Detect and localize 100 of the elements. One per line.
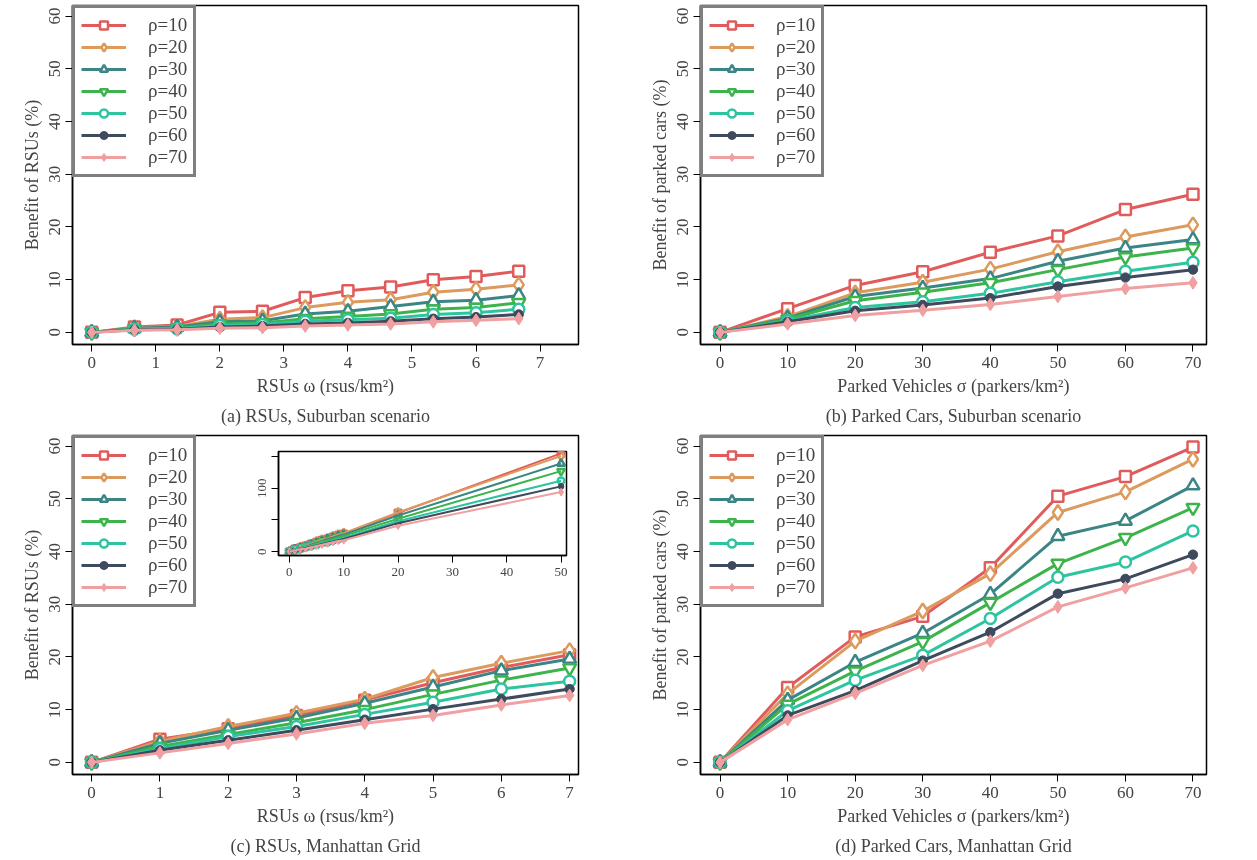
y-tick-label: 30	[673, 595, 693, 613]
x-tick-label: 30	[445, 563, 459, 579]
y-tick-label: 20	[45, 648, 65, 666]
y-tick-label: 50	[45, 60, 65, 78]
x-tick-label: 40	[981, 352, 999, 372]
legend-label: ρ=50	[148, 102, 188, 124]
x-tick-label: 1	[155, 782, 165, 802]
y-tick-label: 50	[45, 490, 65, 508]
x-tick-label: 0	[87, 352, 96, 372]
legend-label: ρ=20	[776, 466, 816, 488]
legend-label: ρ=50	[776, 102, 816, 124]
y-tick-label: 20	[673, 218, 693, 236]
legend-label: ρ=50	[148, 532, 188, 554]
text: (d) Parked Cars, Manhattan Grid	[835, 835, 1072, 857]
legend-label: ρ=60	[148, 554, 188, 576]
y-tick-label: 40	[673, 542, 693, 560]
y-tick-label: 60	[45, 437, 65, 455]
y-axis-title: Benefit of parked cars (%)	[649, 79, 671, 271]
x-tick-label: 60	[1116, 352, 1134, 372]
legend-label: ρ=20	[148, 36, 188, 58]
legend-label: ρ=50	[776, 532, 816, 554]
y-tick-label: 50	[673, 60, 693, 78]
x-tick-label: 0	[286, 563, 293, 579]
legend-label: ρ=70	[148, 146, 188, 168]
x-tick-label: 2	[215, 352, 225, 372]
x-tick-label: 7	[565, 782, 575, 802]
x-tick-label: 10	[779, 782, 797, 802]
x-tick-label: 5	[428, 782, 438, 802]
legend-label: ρ=70	[776, 146, 816, 168]
legend-label: ρ=40	[776, 510, 816, 532]
legend-label: ρ=60	[148, 124, 188, 146]
x-tick-label: 50	[554, 563, 568, 579]
y-tick-label: 0	[673, 328, 693, 337]
x-tick-label: 50	[1049, 782, 1067, 802]
x-tick-label: 2	[223, 782, 233, 802]
legend-label: ρ=40	[776, 80, 816, 102]
x-tick-label: 4	[343, 352, 353, 372]
x-tick-label: 6	[471, 352, 481, 372]
x-tick-label: 5	[407, 352, 417, 372]
y-tick-label: 30	[45, 165, 65, 183]
y-tick-label: 10	[673, 701, 693, 719]
x-tick-label: 50	[1049, 352, 1067, 372]
x-tick-label: 30	[914, 352, 932, 372]
x-tick-label: 30	[914, 782, 932, 802]
x-tick-label: 0	[715, 352, 725, 372]
y-axis-title: Benefit of RSUs (%)	[21, 529, 43, 681]
x-tick-label: 7	[535, 352, 545, 372]
text: (c) RSUs, Manhattan Grid	[230, 835, 421, 857]
y-tick-label: 20	[673, 648, 693, 666]
x-axis-title: Parked Vehicles σ (parkers/km²)	[837, 805, 1070, 827]
y-tick-label: 40	[673, 112, 693, 130]
x-axis-title: RSUs ω (rsus/km²)	[256, 375, 395, 397]
y-tick-label: 0	[45, 758, 65, 767]
y-tick-label: 10	[45, 271, 65, 289]
y-tick-label: 40	[45, 542, 65, 560]
x-tick-label: 3	[279, 352, 289, 372]
text: (a) RSUs, Suburban scenario	[221, 405, 430, 427]
x-tick-label: 70	[1184, 352, 1202, 372]
legend-label: ρ=40	[148, 80, 188, 102]
y-tick-label: 60	[45, 7, 65, 25]
x-tick-label: 40	[500, 563, 514, 579]
x-tick-label: 1	[151, 352, 161, 372]
y-tick-label: 0	[673, 758, 693, 767]
x-axis-title: Parked Vehicles σ (parkers/km²)	[837, 375, 1070, 397]
y-tick-label: 20	[45, 218, 65, 236]
legend-label: ρ=30	[148, 58, 188, 80]
y-tick-label: 30	[45, 595, 65, 613]
legend-label: ρ=10	[148, 444, 188, 466]
legend-label: ρ=30	[148, 488, 188, 510]
legend-label: ρ=20	[148, 466, 188, 488]
x-tick-label: 10	[779, 352, 797, 372]
legend-label: ρ=30	[776, 488, 816, 510]
x-tick-label: 20	[846, 782, 864, 802]
x-tick-label: 0	[87, 782, 96, 802]
x-tick-label: 70	[1184, 782, 1202, 802]
y-tick-label: 100	[254, 478, 270, 499]
legend-label: ρ=10	[148, 14, 188, 36]
x-tick-label: 4	[360, 782, 370, 802]
x-tick-label: 3	[292, 782, 301, 802]
legend-label: ρ=70	[776, 576, 816, 598]
legend-label: ρ=60	[776, 124, 816, 146]
x-axis-title: RSUs ω (rsus/km²)	[256, 805, 395, 827]
x-tick-label: 6	[497, 782, 506, 802]
y-tick-label: 40	[45, 112, 65, 130]
legend-label: ρ=20	[776, 36, 816, 58]
y-tick-label: 60	[673, 7, 693, 25]
legend-label: ρ=10	[776, 14, 816, 36]
y-tick-label: 10	[673, 271, 693, 289]
legend-label: ρ=30	[776, 58, 816, 80]
x-tick-label: 20	[391, 563, 405, 579]
x-tick-label: 60	[1116, 782, 1134, 802]
y-axis-title: Benefit of RSUs (%)	[21, 99, 43, 251]
legend-label: ρ=10	[776, 444, 816, 466]
y-axis-title: Benefit of parked cars (%)	[649, 509, 671, 701]
y-tick-label: 30	[673, 165, 693, 183]
y-tick-label: 0	[45, 328, 65, 337]
y-tick-label: 10	[45, 701, 65, 719]
x-tick-label: 10	[337, 563, 351, 579]
legend-label: ρ=60	[776, 554, 816, 576]
text: (b) Parked Cars, Suburban scenario	[825, 405, 1082, 427]
